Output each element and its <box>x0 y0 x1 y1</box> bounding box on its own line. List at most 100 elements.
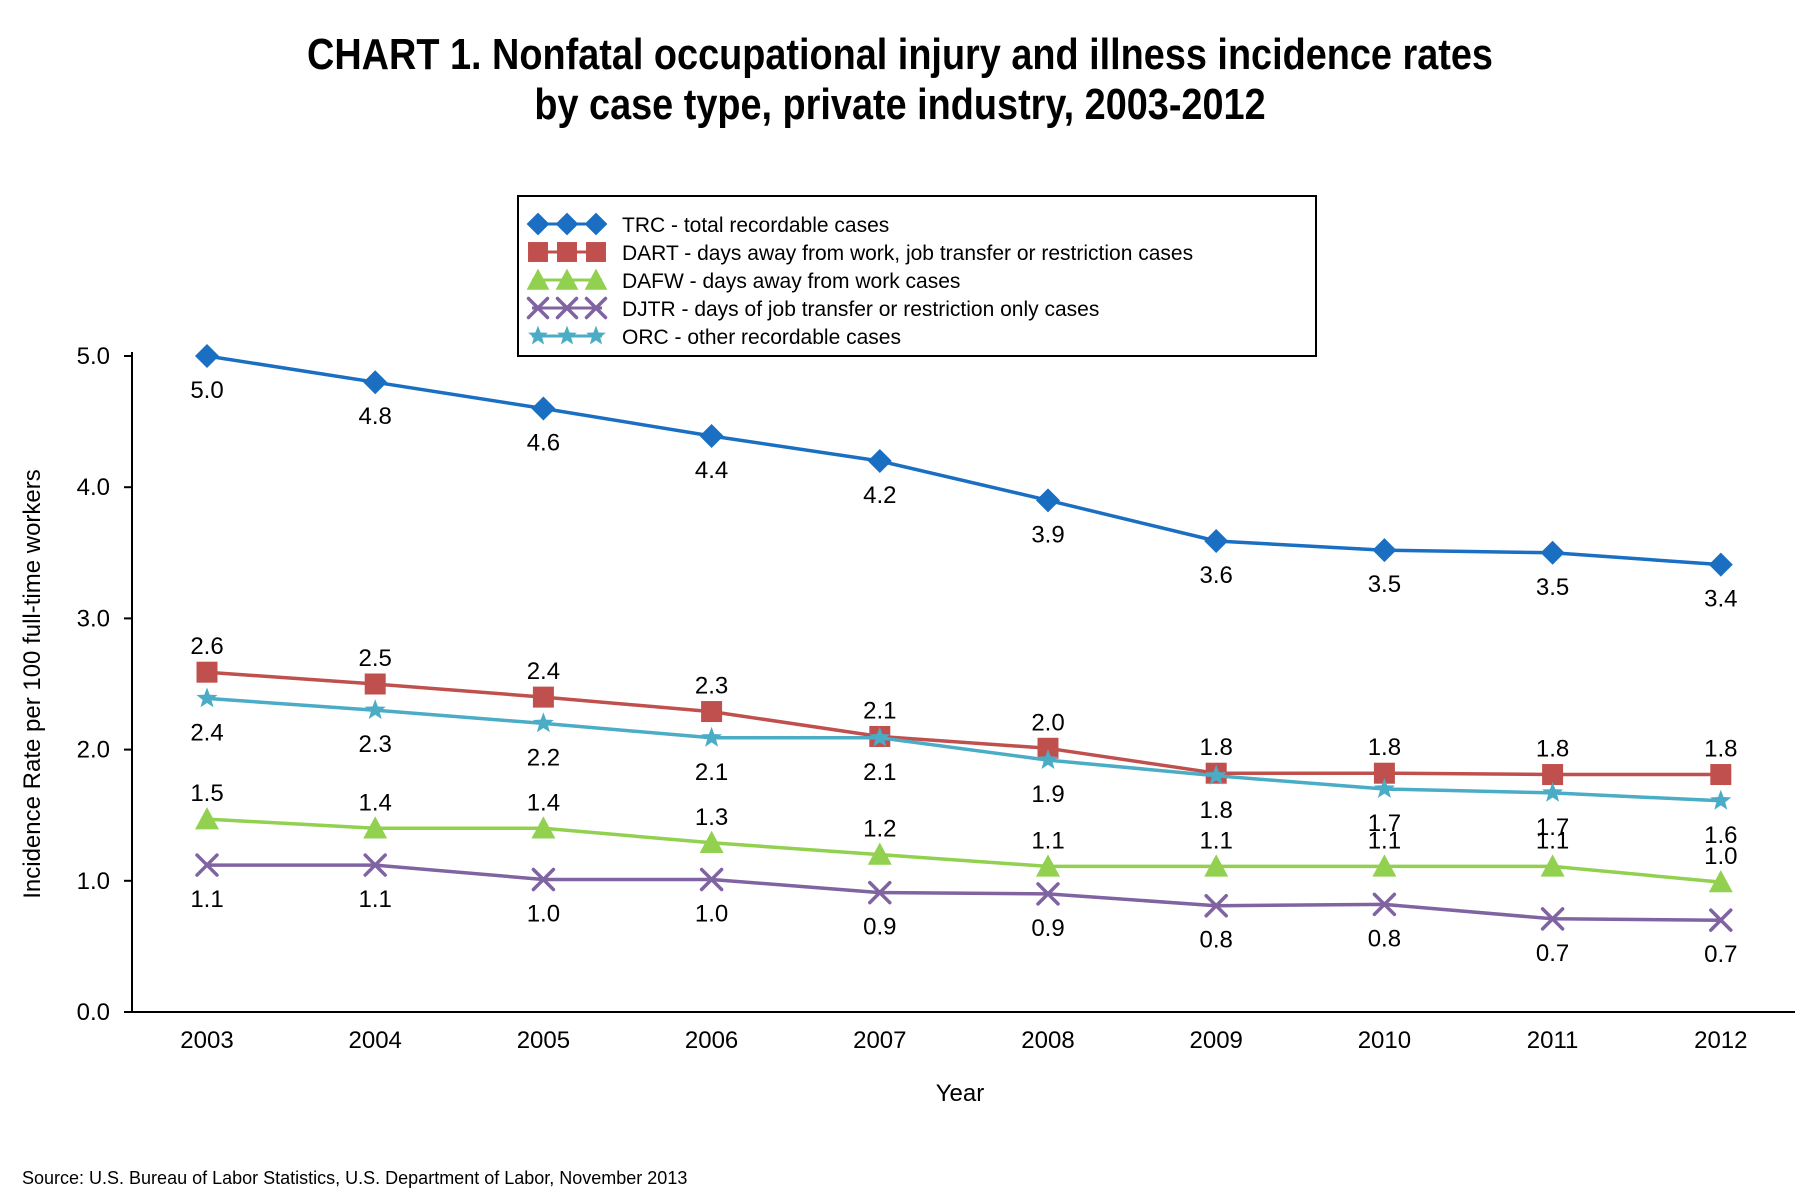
series-dafw: 1.5 1.4 1.4 1.3 1.2 1.1 1.1 1.1 1.1 1.0 <box>190 780 1737 893</box>
data-label: 2.4 <box>190 719 223 746</box>
y-axis-title: Incidence Rate per 100 full-time workers <box>19 469 46 899</box>
legend-marker <box>555 212 579 236</box>
data-label: 1.0 <box>1704 843 1737 870</box>
chart-title-line-2: by case type, private industry, 2003-201… <box>534 80 1266 129</box>
data-point <box>699 867 724 892</box>
legend-label: DJTR - days of job transfer or restricti… <box>622 298 1099 321</box>
data-label: 0.7 <box>1536 940 1569 967</box>
data-point <box>195 807 219 830</box>
data-point <box>1204 854 1229 877</box>
x-tick-label: 2003 <box>180 1027 233 1054</box>
data-point <box>532 712 554 733</box>
data-point <box>1540 907 1565 931</box>
x-tick-label: 2009 <box>1190 1027 1243 1054</box>
data-point <box>1542 764 1564 786</box>
data-label: 1.4 <box>527 789 560 816</box>
data-label: 1.1 <box>1536 827 1569 854</box>
data-point <box>1372 892 1397 917</box>
series-dart: 2.6 2.5 2.4 2.3 2.1 2.0 1.8 1.8 1.8 1.8 <box>190 633 1737 786</box>
legend-entry: DART - days away from work, job transfer… <box>528 242 1193 265</box>
data-point <box>1709 908 1733 932</box>
legend-marker <box>555 268 579 290</box>
data-label: 3.6 <box>1200 562 1233 589</box>
legend-marker <box>526 212 550 236</box>
legend-label: DAFW - days away from work cases <box>622 270 960 293</box>
data-label: 4.2 <box>863 482 896 509</box>
series-layer: 5.04.84.64.44.23.93.6 3.5 3.5 3.42.6 2.5 2.42… <box>190 344 1737 968</box>
data-label: 1.1 <box>1368 827 1401 854</box>
data-point <box>1708 552 1733 577</box>
data-point <box>531 867 556 892</box>
y-tick-label: 2.0 <box>77 737 110 764</box>
legend: TRC - total recordable cases DART - days … <box>517 195 1317 357</box>
data-point <box>699 424 724 449</box>
data-point <box>196 687 218 708</box>
legend-marker <box>528 325 548 345</box>
series-trc: 5.0 4.8 4.6 4.4 4.2 3.9 3.6 3.5 3.5 3.4 <box>190 344 1737 613</box>
data-point <box>1540 540 1565 565</box>
legend-marker <box>586 242 606 262</box>
data-point <box>1037 749 1059 769</box>
data-label: 0.9 <box>863 914 896 941</box>
data-point <box>363 370 388 395</box>
data-point <box>1036 488 1060 513</box>
chart-title-line-1: CHART 1. Nonfatal occupational injury an… <box>307 30 1493 79</box>
data-label: 2.0 <box>1031 709 1064 736</box>
data-label: 1.5 <box>190 780 223 807</box>
data-label: 0.7 <box>1704 941 1737 968</box>
x-tick-label: 2008 <box>1021 1027 1074 1054</box>
y-tick-label: 0.0 <box>77 999 110 1026</box>
data-point <box>1373 778 1395 798</box>
data-label: 4.6 <box>527 429 560 456</box>
legend-entry: DAFW - days away from work cases <box>526 268 960 293</box>
data-label: 2.1 <box>863 697 896 724</box>
x-axis-title: Year <box>936 1080 985 1107</box>
data-point <box>1036 882 1060 906</box>
data-point <box>701 701 723 723</box>
legend-marker <box>584 212 608 236</box>
data-label: 1.9 <box>1031 781 1064 808</box>
data-point <box>531 396 556 421</box>
data-label: 4.8 <box>359 403 392 430</box>
data-label: 1.8 <box>1200 734 1233 761</box>
data-label: 1.8 <box>1536 736 1569 763</box>
legend-marker <box>555 296 579 320</box>
data-label: 2.3 <box>695 673 728 700</box>
data-label: 1.8 <box>1200 797 1233 824</box>
legend-marker <box>584 296 608 320</box>
data-label: 2.5 <box>359 645 392 672</box>
data-point <box>867 448 892 473</box>
legend-entry: ORC - other recordable cases <box>528 325 901 349</box>
data-point <box>1710 789 1732 810</box>
data-point <box>867 842 892 865</box>
data-label: 2.3 <box>359 731 392 758</box>
data-point <box>699 830 724 853</box>
x-tick-label: 2006 <box>685 1027 738 1054</box>
x-tick-label: 2005 <box>517 1027 570 1054</box>
data-point <box>869 726 891 747</box>
data-point <box>1204 893 1228 918</box>
data-label: 1.1 <box>359 886 392 913</box>
data-label: 1.7 <box>1536 814 1569 841</box>
data-label: 1.0 <box>695 900 728 927</box>
series-line <box>207 863 1721 922</box>
data-label: 4.4 <box>695 457 728 484</box>
data-point <box>531 816 556 839</box>
series-line <box>206 354 1721 567</box>
legend-label: ORC - other recordable cases <box>622 326 901 349</box>
data-label: 1.1 <box>1200 827 1233 854</box>
x-tick-label: 2010 <box>1358 1027 1411 1054</box>
legend-entry: TRC - total recordable cases <box>526 212 889 237</box>
data-point <box>1204 528 1229 553</box>
data-point <box>1372 538 1397 563</box>
data-point <box>363 853 387 877</box>
data-point <box>1037 737 1059 759</box>
data-label: 3.4 <box>1704 586 1737 613</box>
data-point <box>1542 781 1564 802</box>
legend-label: TRC - total recordable cases <box>622 214 889 237</box>
chart-axes: 0.0 1.0 2.0 3.0 4.0 5.0 2003 2004 2005 2006 2007 20… <box>19 343 1795 1107</box>
data-point <box>1373 762 1395 784</box>
series-line <box>206 696 1721 803</box>
data-label: 2.6 <box>190 633 223 660</box>
